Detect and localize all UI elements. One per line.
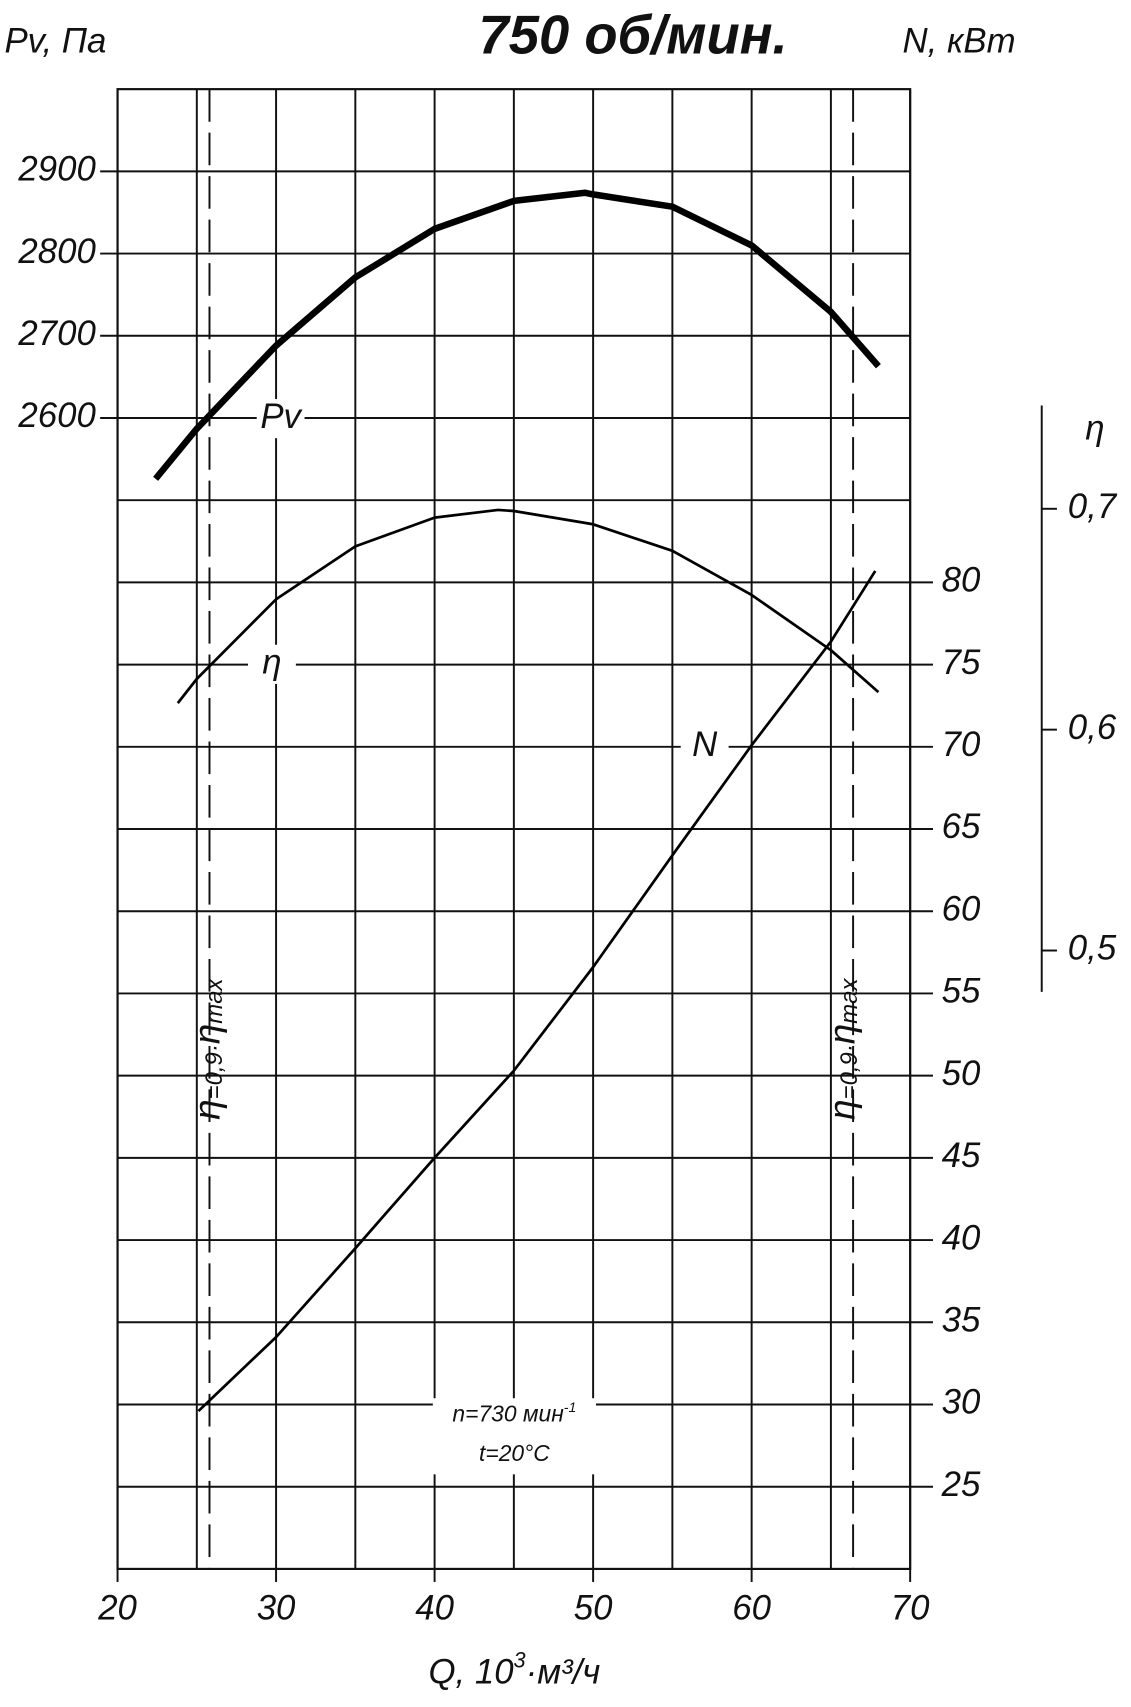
y-tick-label: 2600 xyxy=(17,397,96,435)
annotation-part: -1 xyxy=(564,1399,577,1415)
series-label-bg xyxy=(680,727,729,767)
x-tick-label: 30 xyxy=(257,1589,296,1627)
boundary-text-part: =0,9· xyxy=(836,1044,863,1099)
y2-tick-label: 35 xyxy=(942,1301,981,1339)
y2-axis-label: N, кВт xyxy=(903,23,1016,61)
y2-tick-label: 70 xyxy=(942,726,981,764)
y3-tick-label: 0,5 xyxy=(1068,930,1117,968)
x-axis-label-part: 3 xyxy=(514,1647,526,1672)
y2-tick-label: 55 xyxy=(942,973,981,1011)
boundary-text-part: η xyxy=(821,1099,862,1120)
boundary-text: η=0,9·ηmax xyxy=(821,977,863,1119)
series-line xyxy=(153,189,881,481)
series-line xyxy=(176,508,880,704)
chart-title: 750 об/мин. xyxy=(479,5,788,66)
boundary-text-part: η xyxy=(821,1024,862,1045)
series-label-bg xyxy=(248,644,296,684)
y2-tick-label: 45 xyxy=(942,1137,981,1175)
boundary-text-part: =0,9· xyxy=(201,1044,228,1099)
boundary-text-part: η xyxy=(186,1024,227,1045)
y3-tick-label: 0,7 xyxy=(1068,488,1118,526)
annotation-part: n=730 мин xyxy=(452,1401,564,1427)
y2-tick-label: 80 xyxy=(942,562,981,600)
boundary-text-part: η xyxy=(186,1099,227,1120)
boundary-label: η=0,9·ηmax xyxy=(821,977,863,1119)
annotation: n=730 мин-1 xyxy=(452,1399,576,1427)
annotation: t=20°C xyxy=(479,1440,550,1466)
x-tick-label: 70 xyxy=(891,1589,930,1627)
y2-tick-label: 75 xyxy=(942,644,981,682)
series-label: Pv xyxy=(260,398,303,436)
boundary-text-part: max xyxy=(201,977,228,1023)
y-axis-label: Pv, Па xyxy=(4,23,106,61)
y-tick-label: 2700 xyxy=(17,315,96,353)
x-axis-label: Q, 103·м³/ч xyxy=(428,1647,600,1691)
series-line xyxy=(197,570,877,1413)
y2-tick-label: 30 xyxy=(942,1384,981,1422)
y2-tick-label: 50 xyxy=(942,1055,981,1093)
y-tick-label: 2800 xyxy=(17,233,96,271)
series-label-bg xyxy=(256,399,305,439)
y3-tick-label: 0,6 xyxy=(1068,709,1117,747)
y-tick-label: 2900 xyxy=(17,151,96,189)
x-tick-label: 40 xyxy=(415,1589,454,1627)
boundary-label: η=0,9·ηmax xyxy=(186,977,228,1119)
y2-tick-label: 60 xyxy=(942,890,981,928)
boundary-text-part: max xyxy=(836,977,863,1023)
annotation-bg xyxy=(432,1398,596,1475)
y2-tick-label: 65 xyxy=(942,808,981,846)
x-axis-label-part: ·м³/ч xyxy=(526,1654,601,1692)
y3-axis-label: η xyxy=(1085,410,1104,448)
boundary-text: η=0,9·ηmax xyxy=(186,977,228,1119)
x-tick-label: 60 xyxy=(732,1589,771,1627)
x-tick-label: 20 xyxy=(97,1589,137,1627)
series-label: η xyxy=(262,644,281,682)
series-label: N xyxy=(692,726,718,764)
y2-tick-label: 25 xyxy=(941,1466,981,1504)
y2-tick-label: 40 xyxy=(942,1219,981,1257)
x-tick-label: 50 xyxy=(574,1589,613,1627)
x-axis-label-part: Q, 10 xyxy=(428,1654,514,1692)
